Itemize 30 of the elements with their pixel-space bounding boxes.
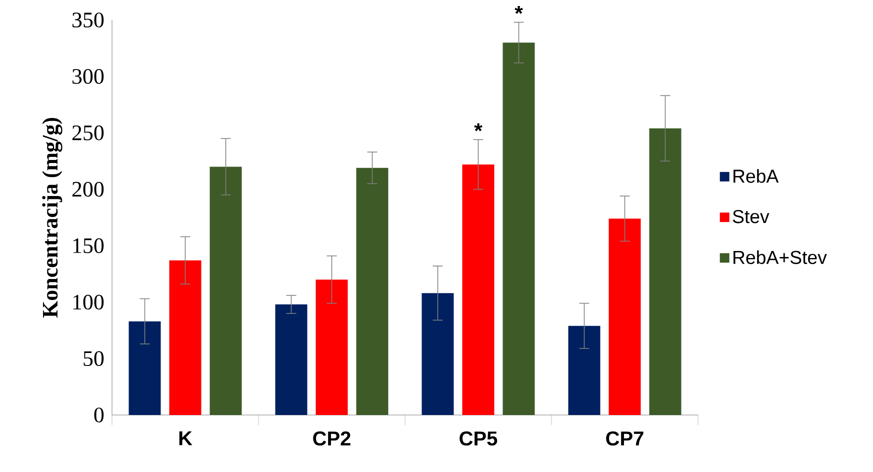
bar <box>649 128 682 415</box>
x-tick-label: CP5 <box>460 431 498 446</box>
text: * <box>514 6 523 14</box>
bar <box>462 164 494 415</box>
y-tick-label: 250 <box>72 125 104 140</box>
bar <box>356 168 388 415</box>
y-tick-label: 350 <box>72 12 104 28</box>
y-tick-label: 300 <box>72 69 104 84</box>
y-axis-title: Koncentracija (mg/g) <box>42 118 62 318</box>
x-tick-label: CP2 <box>313 431 350 446</box>
y-tick-label: 50 <box>84 351 104 366</box>
bar <box>502 42 535 415</box>
bar <box>568 326 600 415</box>
bar <box>422 293 454 415</box>
legend-label: RebA <box>734 169 779 183</box>
y-tick-label: 0 <box>94 408 104 422</box>
bar <box>210 166 242 415</box>
x-tick-label: K <box>179 431 192 446</box>
y-tick-label: 150 <box>73 238 104 254</box>
bar <box>316 280 348 415</box>
bar <box>128 321 161 415</box>
x-tick-label: CP7 <box>606 431 644 446</box>
bar <box>275 304 308 415</box>
legend-label: Stev <box>732 210 770 224</box>
y-tick-label: 200 <box>72 182 104 197</box>
bar <box>169 260 202 415</box>
legend-label: RebA+Stev <box>734 250 827 264</box>
y-tick-label: 100 <box>73 294 104 310</box>
annotation: * <box>474 123 482 132</box>
bar <box>608 218 641 415</box>
